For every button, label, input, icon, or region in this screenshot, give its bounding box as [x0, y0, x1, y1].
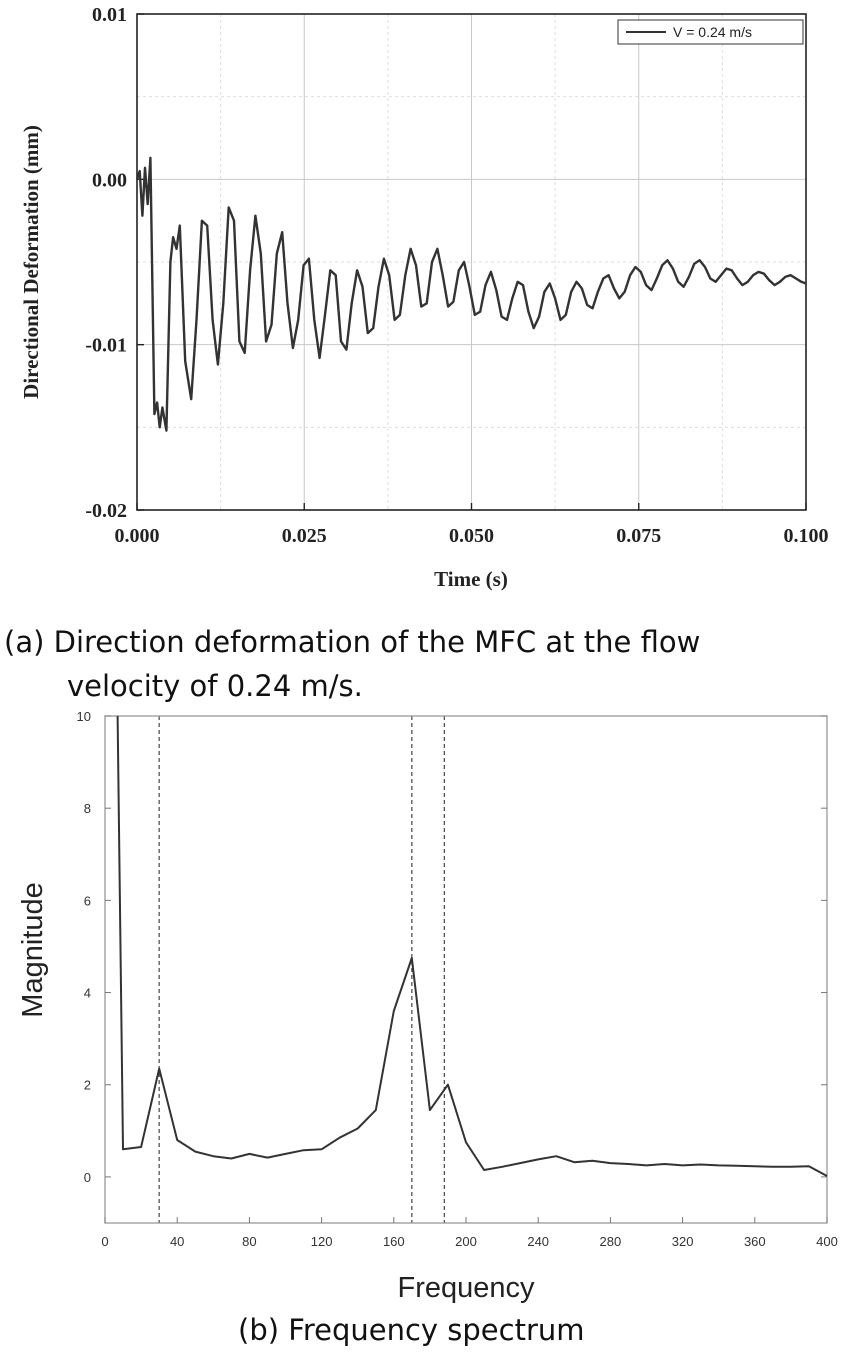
chart-a-ylabel: Directional Deformation (mm)	[19, 125, 43, 399]
chart-b-frame	[104, 715, 828, 1224]
y-tick-label: 0	[84, 1170, 91, 1185]
y-tick-label: 10	[77, 709, 91, 724]
chart-b-reference-lines	[158, 716, 445, 1223]
y-tick-label: 0.01	[92, 4, 127, 26]
x-tick-label: 360	[744, 1234, 766, 1249]
caption-b: (b) Frequency spectrum	[238, 1313, 585, 1347]
series-line-magnitude	[116, 715, 828, 1177]
y-tick-label: 8	[84, 801, 91, 816]
x-tick-label: 280	[600, 1234, 622, 1249]
series-line-deformation	[135, 156, 807, 432]
chart-a-series	[135, 156, 807, 432]
chart-b: 0 40 80 120 160 200 240 280 320 360 400 0 2 4 6 8 10 Fre…	[17, 709, 838, 1304]
chart-b-ticks: 0 40 80 120 160 200 240 280 320 360 400 0 2 4 6 8 10	[77, 709, 838, 1249]
x-tick-label: 0.075	[616, 525, 661, 547]
y-tick-label: -0.02	[85, 500, 127, 522]
x-tick-label: 120	[311, 1234, 333, 1249]
x-tick-label: 40	[170, 1234, 184, 1249]
x-tick-label: 80	[242, 1234, 256, 1249]
x-tick-label: 160	[383, 1234, 405, 1249]
x-tick-label: 0.000	[115, 525, 160, 547]
caption-a-line2: velocity of 0.24 m/s.	[67, 669, 363, 703]
y-tick-label: 4	[84, 986, 91, 1001]
chart-b-series	[116, 715, 828, 1177]
y-tick-label: 2	[84, 1078, 91, 1093]
x-tick-label: 0.050	[449, 525, 494, 547]
y-tick-label: 0.00	[92, 169, 127, 191]
chart-a-ticks: 0.000 0.025 0.050 0.075 0.100 0.01 0.00 -0.01 -0…	[85, 4, 828, 547]
chart-a-grid	[137, 14, 806, 510]
chart-b-ylabel: Magnitude	[17, 882, 49, 1017]
chart-b-xlabel: Frequency	[397, 1272, 535, 1304]
x-tick-label: 200	[455, 1234, 477, 1249]
chart-a-legend: V = 0.24 m/s	[617, 19, 804, 45]
legend-label: V = 0.24 m/s	[673, 24, 752, 40]
chart-a-xlabel: Time (s)	[434, 567, 508, 591]
chart-a: 0.000 0.025 0.050 0.075 0.100 0.01 0.00 -0.01 -0…	[19, 4, 829, 591]
caption-a-line1: (a) Direction deformation of the MFC at …	[4, 625, 701, 659]
x-tick-label: 0.025	[282, 525, 327, 547]
x-tick-label: 320	[672, 1234, 694, 1249]
x-tick-label: 240	[527, 1234, 549, 1249]
x-tick-label: 400	[816, 1234, 838, 1249]
x-tick-label: 0.100	[784, 525, 829, 547]
y-tick-label: 6	[84, 893, 91, 908]
y-tick-label: -0.01	[85, 335, 127, 357]
x-tick-label: 0	[101, 1234, 108, 1249]
